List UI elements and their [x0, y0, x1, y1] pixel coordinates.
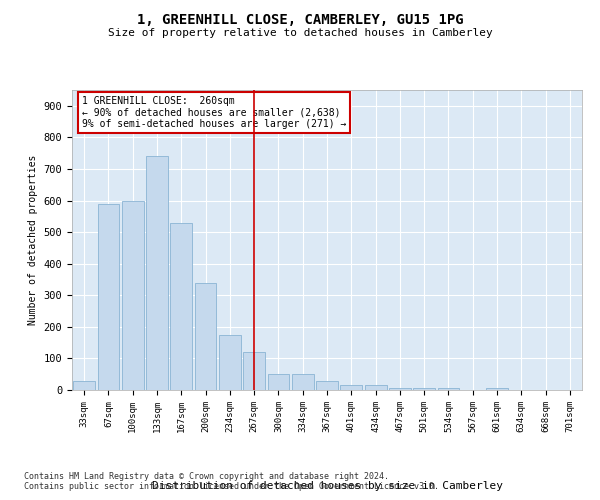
- Text: 1 GREENHILL CLOSE:  260sqm
← 90% of detached houses are smaller (2,638)
9% of se: 1 GREENHILL CLOSE: 260sqm ← 90% of detac…: [82, 96, 347, 129]
- Bar: [437, 388, 460, 390]
- Bar: [413, 388, 435, 390]
- Bar: [340, 384, 362, 390]
- Bar: [170, 222, 192, 390]
- X-axis label: Distribution of detached houses by size in Camberley: Distribution of detached houses by size …: [151, 480, 503, 490]
- Bar: [365, 384, 386, 390]
- Y-axis label: Number of detached properties: Number of detached properties: [28, 155, 38, 325]
- Bar: [316, 382, 338, 390]
- Bar: [194, 282, 217, 390]
- Bar: [146, 156, 168, 390]
- Text: 1, GREENHILL CLOSE, CAMBERLEY, GU15 1PG: 1, GREENHILL CLOSE, CAMBERLEY, GU15 1PG: [137, 12, 463, 26]
- Text: Contains public sector information licensed under the Open Government Licence v3: Contains public sector information licen…: [24, 482, 439, 491]
- Text: Contains HM Land Registry data © Crown copyright and database right 2024.: Contains HM Land Registry data © Crown c…: [24, 472, 389, 481]
- Bar: [292, 374, 314, 390]
- Bar: [219, 334, 241, 390]
- Bar: [122, 200, 143, 390]
- Bar: [389, 388, 411, 390]
- Text: Size of property relative to detached houses in Camberley: Size of property relative to detached ho…: [107, 28, 493, 38]
- Bar: [243, 352, 265, 390]
- Bar: [73, 382, 95, 390]
- Bar: [486, 388, 508, 390]
- Bar: [97, 204, 119, 390]
- Bar: [268, 374, 289, 390]
